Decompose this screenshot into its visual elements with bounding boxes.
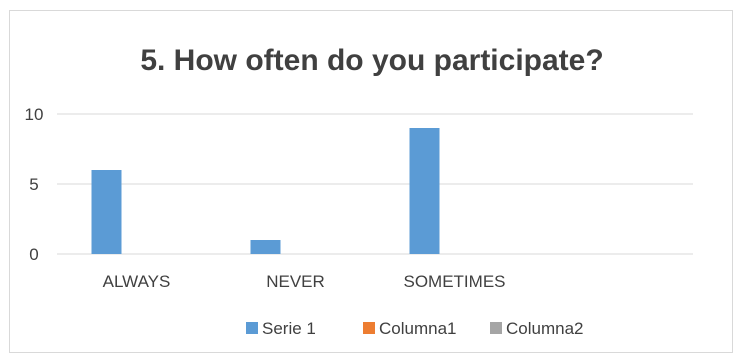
legend-label: Serie 1 [262, 319, 316, 338]
x-axis-ticks: ALWAYS NEVER SOMETIMES [103, 272, 506, 291]
legend-swatch [490, 322, 502, 334]
bar-always-serie-1 [91, 170, 122, 254]
gridlines [57, 113, 693, 255]
chart-area: 5. How often do you participate? 0 5 10 AL… [9, 10, 733, 353]
y-tick-label: 10 [25, 105, 44, 124]
bar-sometimes-serie-1 [409, 128, 440, 254]
chart-title: 5. How often do you participate? [140, 44, 603, 77]
legend-label: Columna2 [506, 319, 584, 338]
bars [91, 128, 440, 254]
bar-never-serie-1 [250, 240, 281, 254]
x-tick-label: NEVER [266, 272, 325, 291]
legend-swatch [363, 322, 375, 334]
y-axis-ticks: 0 5 10 [25, 105, 44, 264]
x-tick-label: SOMETIMES [403, 272, 505, 291]
chart-svg: 5. How often do you participate? 0 5 10 AL… [25, 44, 693, 338]
y-tick-label: 0 [29, 245, 38, 264]
legend-swatch [246, 322, 258, 334]
y-tick-label: 5 [29, 175, 38, 194]
legend: Serie 1 Columna1 Columna2 [246, 319, 584, 338]
x-tick-label: ALWAYS [103, 272, 171, 291]
legend-label: Columna1 [379, 319, 457, 338]
